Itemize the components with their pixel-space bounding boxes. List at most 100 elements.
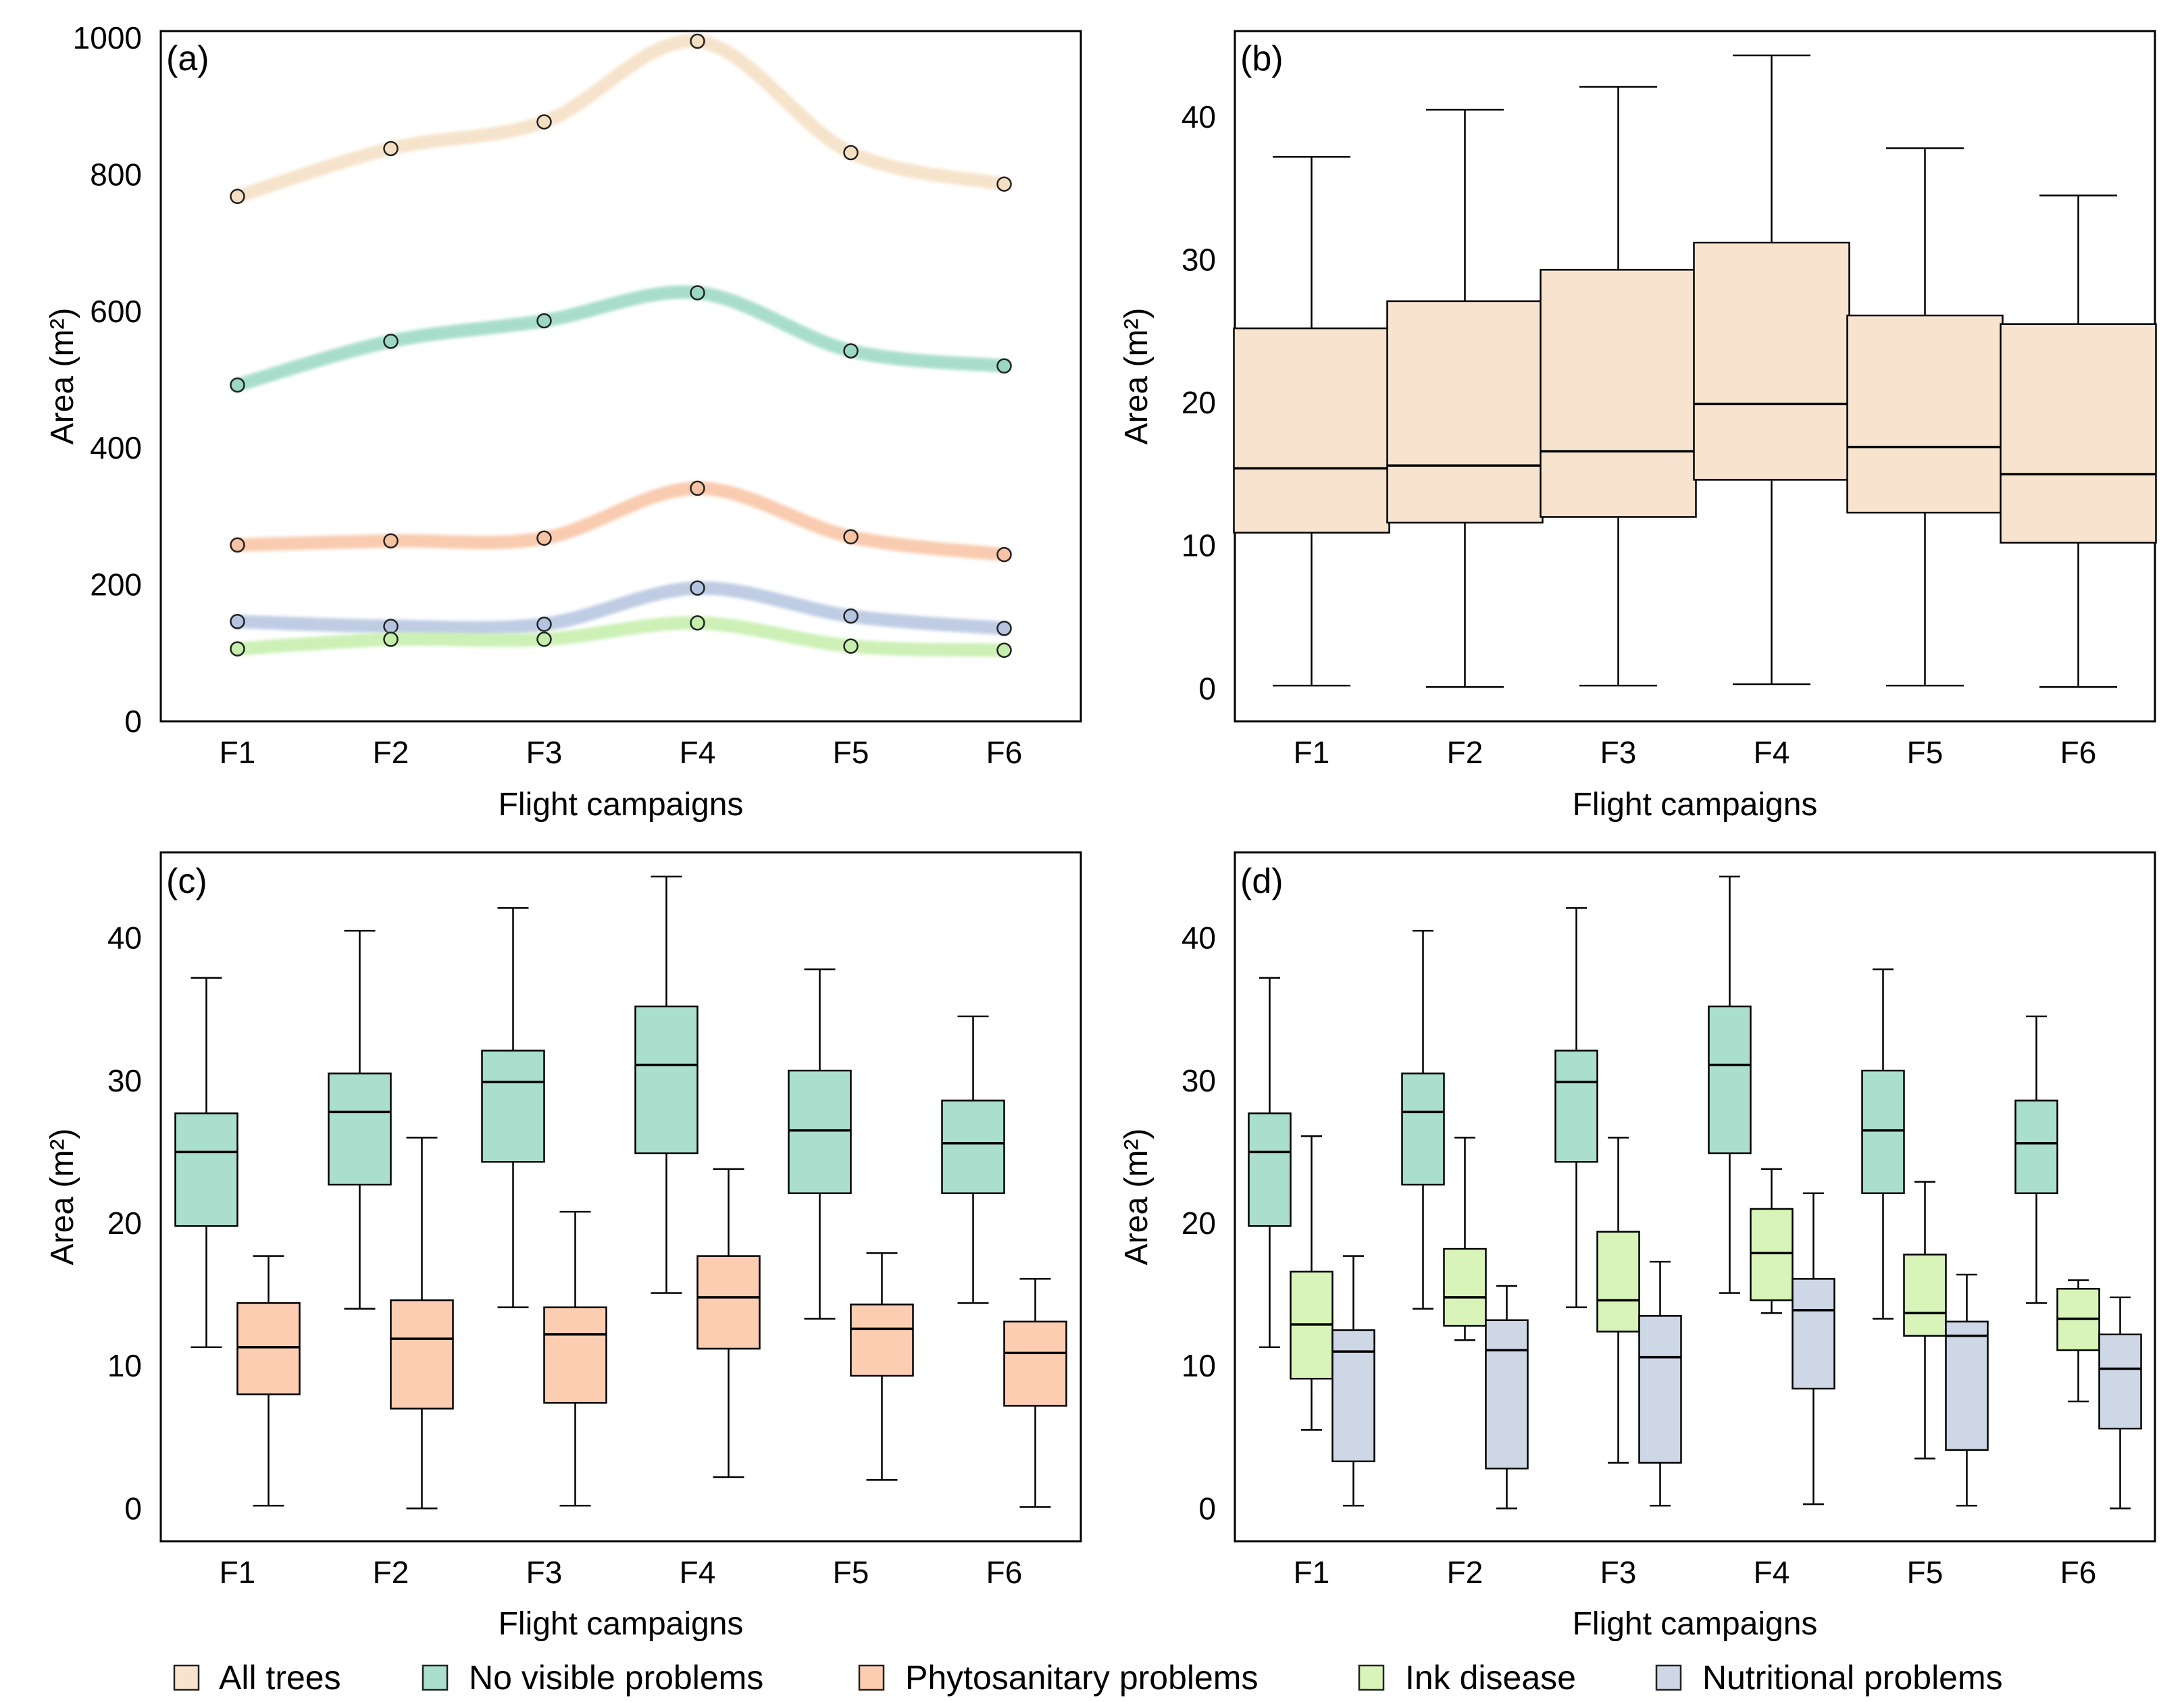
box-iqr (174, 1112, 238, 1227)
x-axis-ticks: F1 F2 F3 F4 F5 F6 (1294, 1555, 2097, 1590)
box-iqr (1708, 1005, 1752, 1154)
box-iqr (1638, 1315, 1682, 1464)
point-all-trees-f5 (843, 145, 859, 161)
box-no-visible-problems-f3 (481, 907, 545, 1308)
box-iqr (481, 1050, 545, 1163)
x-axis-ticks: F1 F2 F3 F4 F5 F6 (1294, 735, 2097, 770)
box-nutritional-problems-f1 (1331, 1255, 1375, 1507)
box-nutritional-problems-f6 (2098, 1296, 2142, 1510)
series-line-no-visible-problems (230, 285, 1011, 392)
legend-entry-all-trees: All trees (173, 1659, 341, 1697)
legend-label-all-trees: All trees (219, 1659, 341, 1697)
y-tick-label-30: 30 (1182, 1063, 1216, 1098)
box-iqr (1003, 1320, 1067, 1407)
point-no-visible-problems-f6 (996, 358, 1012, 374)
legend-label-nutritional-problems: Nutritional problems (1702, 1659, 2003, 1697)
box-iqr (1485, 1319, 1529, 1470)
y-tick-label-600: 600 (90, 294, 142, 329)
box-iqr (1540, 269, 1697, 518)
point-phytosanitary-problems-f5 (843, 529, 859, 545)
box-nutritional-problems-f2 (1485, 1285, 1529, 1510)
box-iqr (543, 1306, 607, 1404)
y-tick-label-400: 400 (90, 430, 142, 465)
x-axis-label: Flight campaigns (1573, 787, 1818, 823)
point-nutritional-problems-f2 (383, 619, 399, 634)
y-tick-label-20: 20 (1182, 385, 1216, 420)
plot-frame (1234, 851, 2156, 1543)
point-ink-disease-f5 (843, 638, 859, 654)
x-tick-label-f3: F3 (526, 735, 563, 770)
box-iqr (696, 1255, 761, 1350)
box-no-visible-problems-f5 (788, 968, 852, 1320)
y-tick-label-20: 20 (107, 1206, 142, 1241)
point-nutritional-problems-f1 (230, 613, 245, 629)
point-all-trees-f3 (536, 114, 552, 130)
series-line-ink-disease (230, 616, 1011, 657)
box-no-visible-problems-f1 (1248, 977, 1292, 1349)
box-no-visible-problems-f3 (1554, 907, 1598, 1308)
legend: All trees No visible problems Phytosanit… (173, 1659, 2003, 1697)
point-ink-disease-f2 (383, 631, 399, 647)
point-phytosanitary-problems-f1 (230, 537, 245, 553)
x-tick-label-f1: F1 (220, 735, 256, 770)
box-all-trees-f4 (1693, 54, 1850, 686)
x-tick-label-f6: F6 (2060, 1555, 2097, 1590)
box-iqr (1750, 1208, 1794, 1301)
legend-entry-no-visible-problems: No visible problems (422, 1659, 763, 1697)
point-nutritional-problems-f6 (996, 621, 1012, 636)
box-ink-disease-f2 (1443, 1137, 1487, 1341)
x-axis-ticks: F1 F2 F3 F4 F5 F6 (220, 735, 1023, 770)
y-axis-label: Area (m²) (45, 1129, 80, 1266)
boxplot-group (174, 875, 1067, 1510)
series-line-nutritional-problems (230, 581, 1011, 636)
panel-a: 0 200 400 600 800 1000 F1 F2 F3 F4 F5 F6 (a) Fligh… (45, 20, 1082, 823)
box-iqr (1792, 1278, 1835, 1390)
x-tick-label-f6: F6 (986, 1555, 1023, 1590)
y-axis-ticks: 0 200 400 600 800 1000 (73, 20, 142, 739)
box-iqr (788, 1069, 852, 1194)
x-tick-label-f5: F5 (1907, 1555, 1944, 1590)
x-tick-label-f5: F5 (833, 1555, 869, 1590)
x-tick-label-f1: F1 (220, 1555, 256, 1590)
box-phytosanitary-problems-f3 (543, 1210, 607, 1507)
x-axis-label: Flight campaigns (1573, 1606, 1818, 1642)
box-no-visible-problems-f2 (328, 929, 392, 1310)
boxplot-group (1248, 875, 2142, 1510)
y-tick-label-0: 0 (1198, 1491, 1216, 1526)
box-no-visible-problems-f4 (634, 875, 699, 1294)
point-no-visible-problems-f4 (690, 285, 705, 301)
box-iqr (2000, 323, 2157, 544)
box-iqr (1945, 1320, 1989, 1451)
box-iqr (1401, 1073, 1445, 1186)
box-phytosanitary-problems-f4 (696, 1168, 761, 1478)
plot-frame (159, 851, 1082, 1543)
box-ink-disease-f1 (1290, 1135, 1334, 1431)
series-line-phytosanitary-problems (230, 481, 1011, 562)
series-all-trees (230, 33, 1012, 205)
box-iqr (328, 1073, 392, 1186)
y-tick-label-0: 0 (124, 704, 142, 739)
point-phytosanitary-problems-f4 (690, 480, 705, 496)
x-tick-label-f4: F4 (680, 735, 716, 770)
y-tick-label-40: 40 (107, 921, 142, 956)
x-tick-label-f1: F1 (1294, 1555, 1330, 1590)
y-axis-label: Area (m²) (1119, 1129, 1154, 1266)
y-tick-label-10: 10 (1182, 528, 1216, 563)
box-iqr (1233, 327, 1390, 534)
x-tick-label-f5: F5 (833, 735, 869, 770)
boxplot-group (1233, 54, 2157, 688)
box-no-visible-problems-f6 (941, 1015, 1005, 1304)
box-iqr (1443, 1247, 1487, 1327)
box-iqr (1861, 1069, 1905, 1194)
point-all-trees-f1 (230, 188, 245, 205)
y-tick-label-0: 0 (1198, 671, 1216, 706)
y-tick-label-30: 30 (107, 1063, 142, 1098)
series-ink-disease (230, 615, 1012, 659)
box-no-visible-problems-f6 (2014, 1015, 2058, 1304)
point-all-trees-f2 (383, 140, 399, 157)
panel-c: 0 10 20 30 40 F1 F2 F3 F4 F5 F6 (c) Flight campai… (45, 851, 1082, 1642)
box-no-visible-problems-f4 (1708, 875, 1752, 1294)
x-tick-label-f1: F1 (1294, 735, 1330, 770)
legend-swatch-ink-disease (1358, 1664, 1385, 1691)
